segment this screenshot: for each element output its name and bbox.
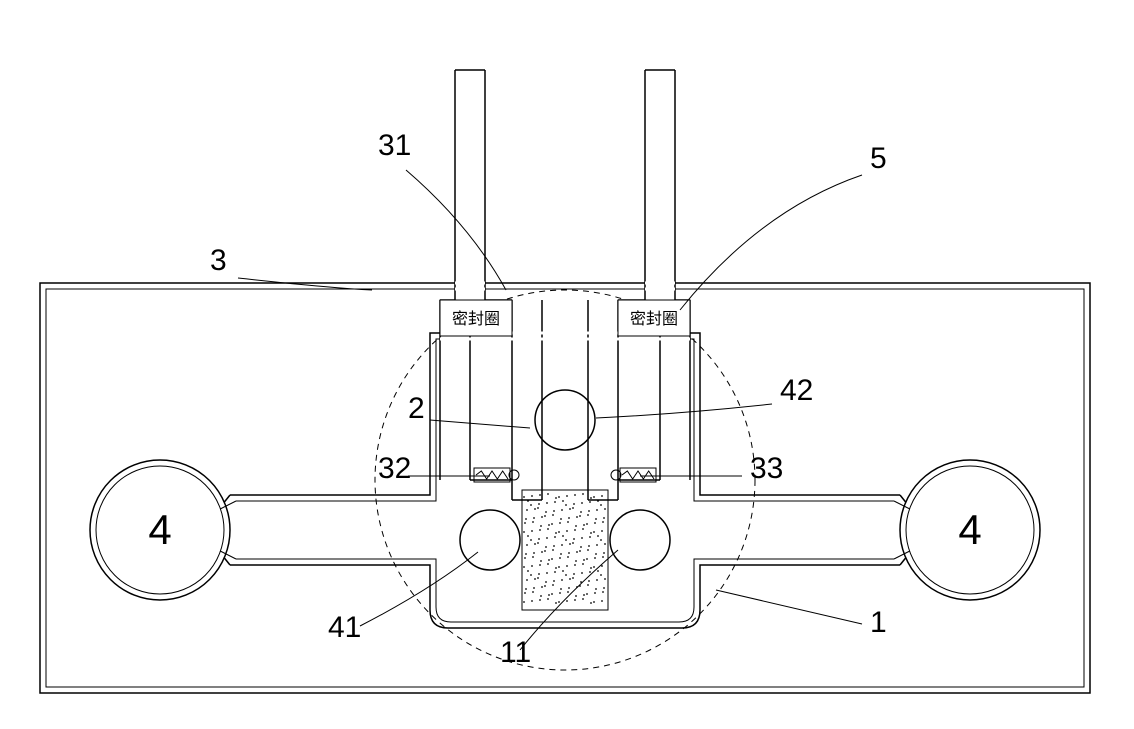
arm-right-top-i xyxy=(894,501,910,509)
arm-left-top-i xyxy=(220,501,236,509)
detail-circle-5 xyxy=(375,290,755,670)
leader-l3 xyxy=(238,278,372,290)
label-l11: 11 xyxy=(500,636,531,669)
seal-box-left-label: 密封圈 xyxy=(452,310,500,328)
outer-rect xyxy=(40,283,1090,693)
leader-l42 xyxy=(596,404,772,418)
label-l1: 1 xyxy=(870,606,887,639)
leader-l2 xyxy=(430,420,530,428)
label-l32: 32 xyxy=(378,452,411,485)
detent-right-spring xyxy=(622,471,654,479)
label-l31: 31 xyxy=(378,129,411,162)
label-l3: 3 xyxy=(210,244,227,277)
arm-right-bot-i xyxy=(894,551,910,559)
arm-left-bot-i xyxy=(220,551,236,559)
arm-right-top xyxy=(900,495,906,502)
arm-right-bot xyxy=(900,558,906,565)
stippled-dots xyxy=(523,493,606,604)
mid-circle-42 xyxy=(535,390,595,450)
seal-box-right-label: 密封圈 xyxy=(630,310,678,328)
label-l41: 41 xyxy=(328,611,361,644)
leader-l1 xyxy=(716,590,862,624)
leader-l11 xyxy=(520,550,618,650)
label-4-right: 4 xyxy=(958,506,981,553)
label-l42: 42 xyxy=(780,374,813,407)
bottom-circle-left xyxy=(460,510,520,570)
label-l5: 5 xyxy=(870,142,887,175)
arm-left-top xyxy=(224,495,230,502)
label-4-left: 4 xyxy=(148,506,171,553)
stippled-rect xyxy=(522,490,608,610)
leader-l5 xyxy=(680,175,862,310)
label-l33: 33 xyxy=(750,452,783,485)
leader-l31 xyxy=(406,170,506,290)
label-l2: 2 xyxy=(408,392,425,425)
arm-left-bot xyxy=(224,558,230,565)
detent-left-spring xyxy=(476,471,508,479)
leader-l41 xyxy=(360,552,478,626)
bottom-circle-right xyxy=(610,510,670,570)
